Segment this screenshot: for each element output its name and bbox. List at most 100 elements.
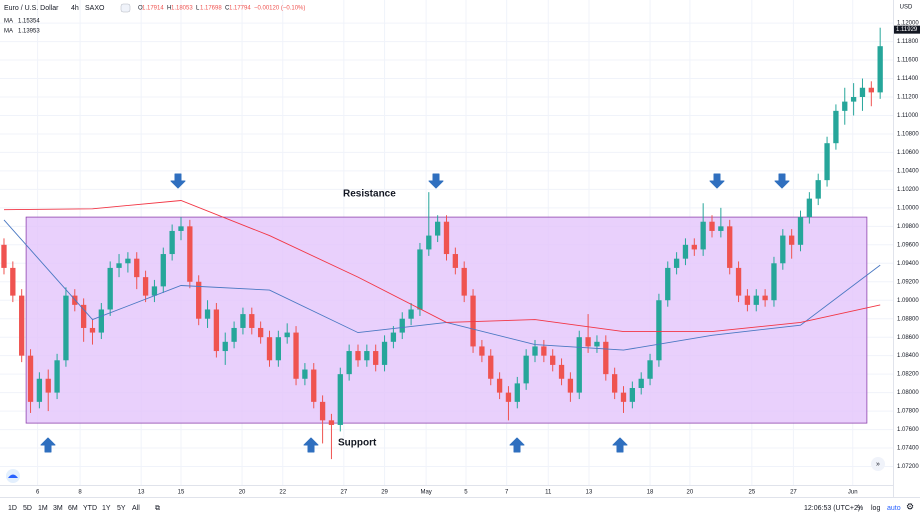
candle-body	[682, 244, 689, 259]
candle-body	[806, 198, 813, 218]
candle-body	[98, 309, 104, 333]
y-tick-label: 1.10400	[897, 168, 919, 174]
candle-body	[523, 355, 529, 384]
candle-body	[443, 221, 450, 255]
x-tick-label: 7	[505, 490, 509, 496]
candle-body	[390, 332, 397, 342]
svg-text:»: »	[876, 461, 880, 468]
x-tick-label: 20	[687, 490, 694, 496]
arrow	[303, 437, 319, 453]
y-tick-label: 1.08800	[897, 316, 919, 322]
candle-body	[620, 392, 627, 402]
scale-option[interactable]: auto	[887, 505, 901, 512]
candle-body	[735, 267, 742, 296]
x-tick-label: 5	[464, 490, 468, 496]
compare-icon[interactable]: ⧉	[155, 505, 160, 512]
candle-body	[311, 369, 317, 402]
candle-body	[328, 420, 335, 425]
range-button[interactable]: 6M	[68, 505, 78, 512]
scale-option[interactable]: %	[857, 505, 863, 512]
y-tick-label: 1.11000	[897, 113, 919, 119]
y-tick-label: 1.11400	[897, 76, 919, 82]
y-tick-label: 1.11200	[897, 95, 919, 101]
x-tick-label: 11	[545, 490, 552, 496]
clock: 12:06:53 (UTC+2)	[804, 505, 860, 512]
x-tick-label: 29	[381, 490, 388, 496]
logo[interactable]	[6, 469, 20, 483]
candle-body	[727, 226, 733, 268]
x-tick-label: 13	[138, 490, 145, 496]
x-tick-label: May	[420, 490, 431, 496]
candle-body	[709, 221, 715, 231]
candle-body	[134, 258, 140, 278]
candle-body	[815, 180, 821, 199]
range-button[interactable]: YTD	[83, 505, 97, 512]
settings-icon[interactable]: ⚙	[906, 501, 914, 511]
y-tick-label: 1.07800	[897, 409, 919, 415]
y-tick-label: 1.11600	[897, 58, 919, 64]
y-tick-label: 1.10600	[897, 150, 919, 156]
candle-body	[116, 263, 122, 268]
legend-value: 1.13953	[18, 29, 40, 35]
candle-body	[452, 254, 459, 268]
candle-body	[629, 388, 636, 402]
candle-body	[408, 309, 414, 319]
candle-body	[36, 378, 43, 402]
visibility-toggle[interactable]	[120, 3, 131, 13]
range-button[interactable]: 1M	[38, 505, 48, 512]
y-tick-label: 1.09800	[897, 224, 919, 230]
candle-body	[488, 355, 494, 379]
candle-body	[691, 244, 697, 250]
legend-name: MA	[4, 19, 13, 25]
range-button[interactable]: 5Y	[117, 505, 126, 512]
candle-body	[479, 346, 485, 356]
range-button[interactable]: 5D	[23, 505, 32, 512]
ohlc-value: 1.17794	[229, 6, 251, 12]
candle-body	[169, 230, 175, 255]
annotation: Support	[338, 438, 377, 449]
candle-body	[665, 267, 671, 301]
candle-body	[142, 277, 149, 296]
range-button[interactable]: 3M	[53, 505, 63, 512]
candle-body	[257, 327, 264, 338]
moving-average	[3, 200, 881, 333]
range-button[interactable]: All	[132, 505, 140, 512]
candle-body	[373, 351, 379, 365]
candle-body	[470, 295, 476, 347]
y-tick-label: 1.07200	[897, 464, 919, 470]
candle-body	[771, 263, 777, 301]
x-tick-label: 18	[647, 490, 654, 496]
candle-body	[638, 378, 644, 388]
ohlc-value: 1.17914	[142, 6, 164, 12]
scroll-button[interactable]: »	[871, 457, 885, 471]
candle-body	[744, 295, 751, 305]
x-tick-label: 27	[340, 490, 347, 496]
source: SAXO	[85, 5, 105, 12]
candle-body	[319, 401, 326, 421]
candle-body	[824, 143, 830, 181]
candle-body	[160, 254, 166, 287]
candle-body	[275, 337, 281, 361]
x-tick-label: Jun	[848, 490, 858, 496]
candle-body	[532, 346, 538, 356]
x-tick-label: 22	[279, 490, 286, 496]
y-tick-label: 1.09400	[897, 261, 919, 267]
candle-body	[780, 235, 786, 264]
arrow	[428, 173, 444, 189]
candle-body	[1, 244, 7, 268]
candle-body	[594, 341, 600, 347]
scale-option[interactable]: log	[871, 505, 880, 512]
candle-body	[19, 295, 25, 356]
arrow	[774, 173, 790, 189]
candle-body	[196, 281, 202, 319]
range-button[interactable]: 1D	[8, 505, 17, 512]
ohlc-label: C	[225, 6, 230, 12]
candle-body	[576, 337, 582, 393]
ohlc-label: H	[167, 6, 171, 12]
y-tick-label: 1.08400	[897, 353, 919, 359]
y-tick-label: 1.08600	[897, 335, 919, 341]
candle-body	[673, 258, 680, 268]
y-tick-label: 1.07400	[897, 446, 919, 452]
range-button[interactable]: 1Y	[102, 505, 111, 512]
